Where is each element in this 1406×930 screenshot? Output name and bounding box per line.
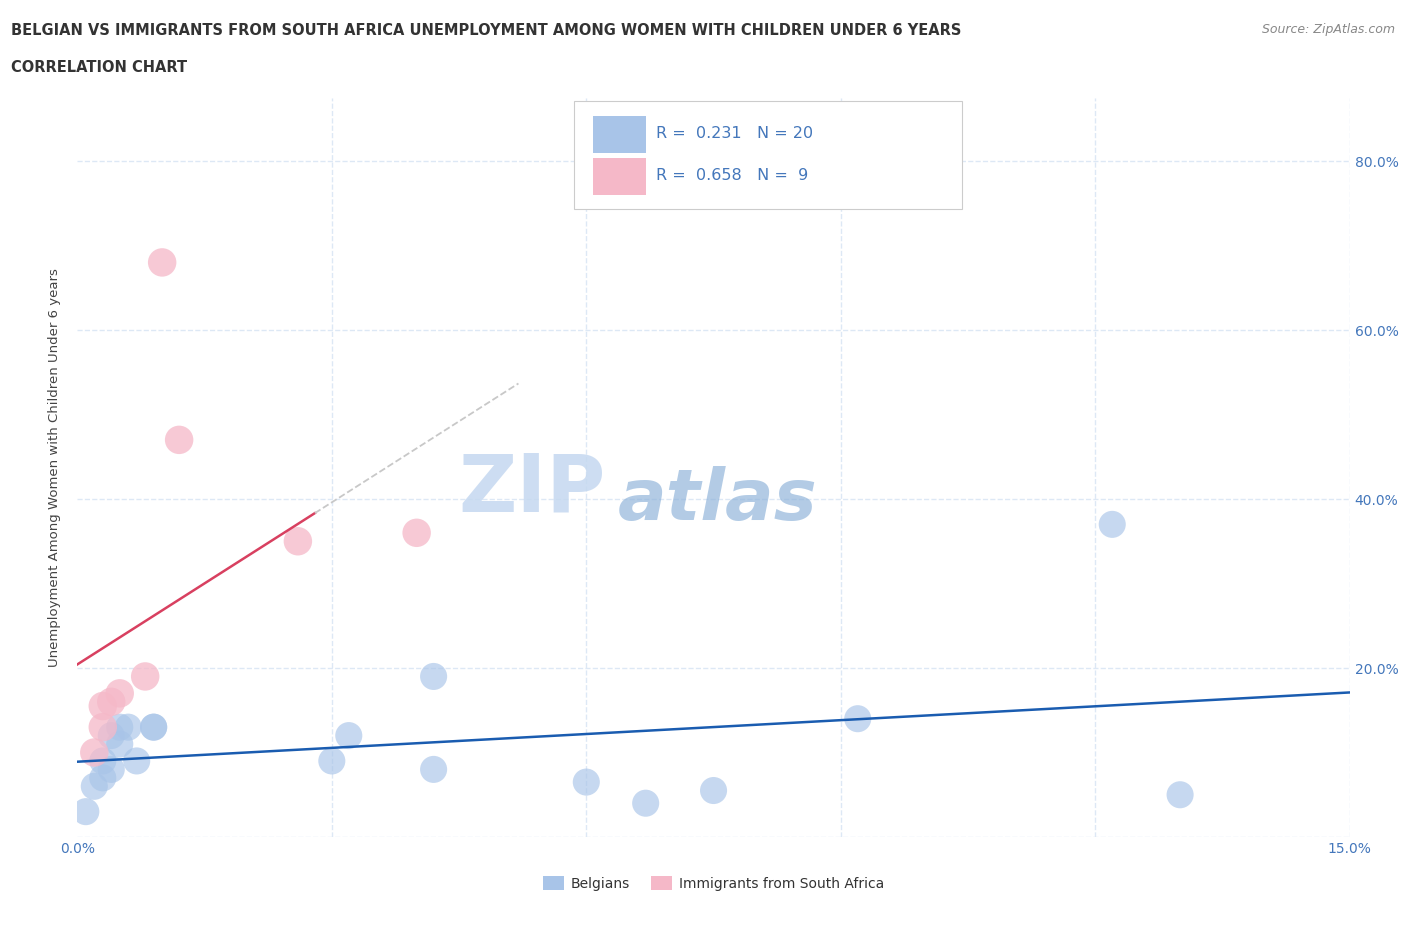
Point	[142, 720, 165, 735]
Text: BELGIAN VS IMMIGRANTS FROM SOUTH AFRICA UNEMPLOYMENT AMONG WOMEN WITH CHILDREN U: BELGIAN VS IMMIGRANTS FROM SOUTH AFRICA …	[11, 23, 962, 38]
Point	[100, 695, 122, 710]
Point	[75, 804, 97, 819]
Point	[1168, 788, 1191, 803]
Point	[634, 796, 657, 811]
Point	[422, 669, 444, 684]
Point	[91, 770, 114, 785]
Point	[108, 720, 131, 735]
Text: CORRELATION CHART: CORRELATION CHART	[11, 60, 187, 75]
Point	[321, 753, 343, 768]
Point	[91, 753, 114, 768]
Point	[100, 728, 122, 743]
Point	[150, 255, 173, 270]
Y-axis label: Unemployment Among Women with Children Under 6 years: Unemployment Among Women with Children U…	[48, 268, 62, 667]
Point	[83, 745, 105, 760]
Point	[703, 783, 725, 798]
Point	[91, 720, 114, 735]
Point	[125, 753, 148, 768]
Point	[405, 525, 427, 540]
Point	[422, 762, 444, 777]
Point	[287, 534, 309, 549]
Point	[108, 686, 131, 701]
Text: R =  0.658   N =  9: R = 0.658 N = 9	[657, 167, 808, 183]
Point	[100, 762, 122, 777]
FancyBboxPatch shape	[593, 116, 647, 153]
Point	[108, 737, 131, 751]
Text: atlas: atlas	[619, 466, 818, 535]
Point	[167, 432, 190, 447]
Point	[142, 720, 165, 735]
Legend: Belgians, Immigrants from South Africa: Belgians, Immigrants from South Africa	[537, 870, 890, 897]
Point	[575, 775, 598, 790]
Point	[91, 698, 114, 713]
Text: R =  0.231   N = 20: R = 0.231 N = 20	[657, 126, 814, 140]
Point	[1101, 517, 1123, 532]
Point	[846, 711, 869, 726]
Point	[117, 720, 139, 735]
FancyBboxPatch shape	[593, 158, 647, 195]
FancyBboxPatch shape	[574, 101, 962, 208]
Point	[134, 669, 156, 684]
Point	[83, 778, 105, 793]
Text: Source: ZipAtlas.com: Source: ZipAtlas.com	[1261, 23, 1395, 36]
Point	[337, 728, 360, 743]
Text: ZIP: ZIP	[458, 450, 606, 528]
